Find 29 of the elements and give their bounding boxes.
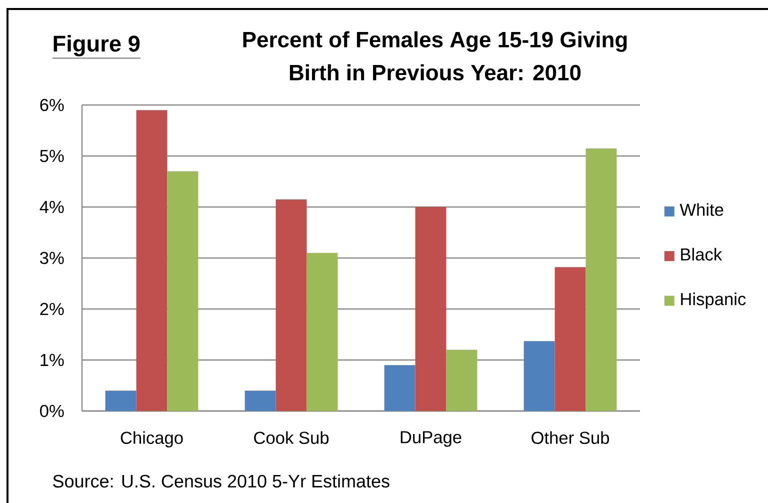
bar bbox=[524, 341, 555, 411]
bar bbox=[136, 110, 168, 411]
y-tick-label: 2% bbox=[40, 302, 64, 316]
chart-title: Percent of Females Age 15-19 Giving Birth in Previous Year: 2010 bbox=[243, 31, 627, 80]
legend-label: White bbox=[680, 203, 724, 216]
y-tick-label: 4% bbox=[40, 200, 64, 214]
x-tick-label: DuPage bbox=[400, 431, 462, 447]
bar bbox=[415, 206, 446, 411]
x-tick-label: Other Sub bbox=[532, 431, 610, 444]
x-tick-label: Chicago bbox=[120, 431, 183, 448]
source-note: Source: U.S. Census 2010 5-Yr Estimates bbox=[53, 474, 390, 488]
bar bbox=[105, 390, 136, 411]
bar bbox=[276, 199, 307, 411]
y-tick-label: 1% bbox=[40, 354, 64, 366]
y-tick-label: 0% bbox=[40, 404, 64, 418]
bar bbox=[167, 171, 198, 411]
y-tick-label: 5% bbox=[40, 150, 64, 162]
y-tick-label: 6% bbox=[40, 98, 64, 112]
bar bbox=[384, 365, 416, 411]
bar bbox=[586, 148, 617, 411]
caption: Figure 9 bbox=[54, 35, 140, 56]
legend-label: Hispanic bbox=[681, 292, 746, 309]
bar bbox=[446, 350, 478, 411]
bar bbox=[554, 267, 586, 411]
x-tick-label: Cook Sub bbox=[254, 431, 329, 444]
y-tick-label: 3% bbox=[40, 252, 64, 264]
legend-label: Black bbox=[681, 248, 722, 261]
bar bbox=[244, 390, 276, 411]
bar bbox=[306, 252, 338, 411]
